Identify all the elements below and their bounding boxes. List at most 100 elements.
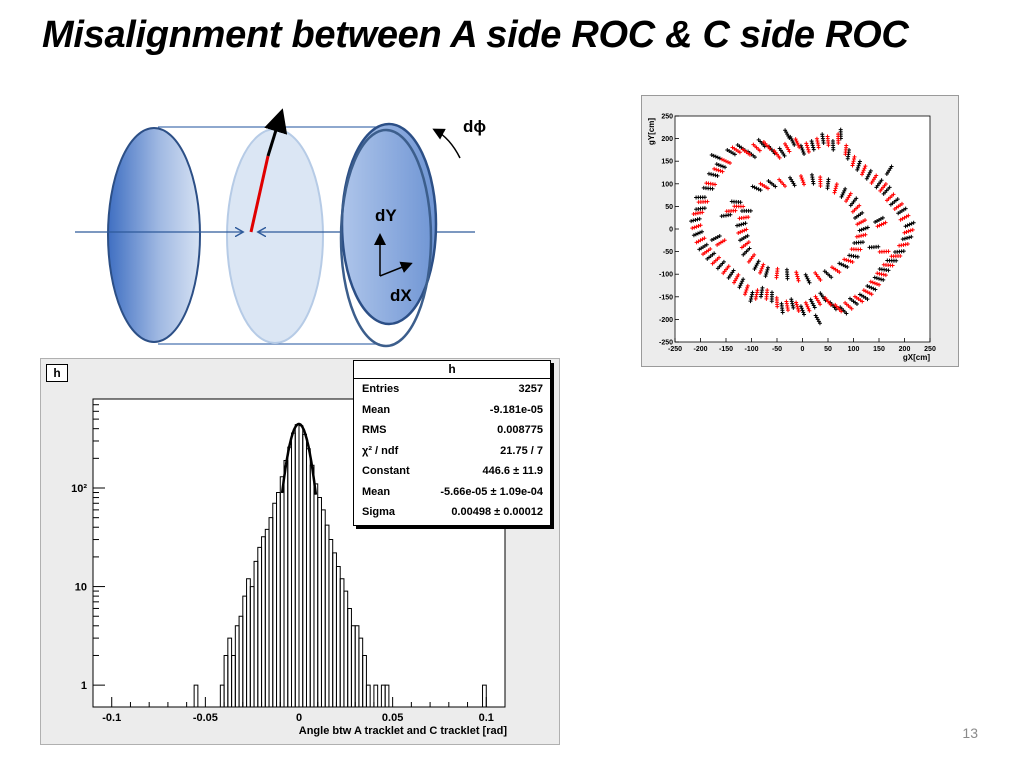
- scatter-point: [902, 236, 907, 241]
- scatter-point: [804, 143, 809, 148]
- scatter-point: [804, 141, 809, 146]
- scatter-point: [879, 277, 884, 282]
- scatter-point: [911, 220, 916, 225]
- y-tick-label: -250: [659, 340, 673, 347]
- scatter-point: [740, 229, 745, 234]
- scatter-point: [895, 197, 900, 202]
- scatter-point: [709, 152, 714, 157]
- scatter-point: [730, 145, 735, 150]
- x-tick-label: -200: [693, 346, 707, 353]
- scatter-point: [855, 254, 860, 259]
- scatter-point: [794, 300, 799, 305]
- scatter-point: [740, 147, 745, 152]
- scatter-point: [857, 203, 862, 208]
- scatter-point: [764, 272, 769, 277]
- scatter-point: [863, 218, 868, 223]
- stats-value: 3257: [518, 383, 543, 395]
- scatter-point: [881, 277, 886, 282]
- scatter-point: [788, 175, 793, 180]
- scatter-point: [709, 238, 714, 243]
- y-tick-label: 1: [81, 680, 87, 692]
- x-tick-label: 150: [873, 346, 885, 353]
- scatter-point: [817, 321, 822, 326]
- scatter-point: [870, 280, 875, 285]
- scatter-point: [860, 299, 865, 304]
- scatter-point: [739, 222, 744, 227]
- scatter-point: [726, 160, 731, 165]
- scatter-point: [705, 256, 710, 261]
- roc-misalignment-diagram: dϕ dY dX: [75, 108, 486, 348]
- scatter-point: [719, 214, 724, 219]
- scatter-point: [829, 275, 834, 280]
- scatter-point: [690, 226, 695, 231]
- y-tick-label: 50: [665, 204, 673, 211]
- scatter-point: [801, 149, 806, 154]
- scatter-point: [860, 240, 865, 245]
- stats-label: Mean: [362, 485, 391, 498]
- histogram-bin: [373, 684, 379, 707]
- scatter-point: [857, 159, 862, 164]
- scatter-point: [850, 163, 855, 168]
- scatter-point: [812, 305, 817, 310]
- x-tick-label: -50: [772, 346, 782, 353]
- scatter-point: [844, 257, 849, 262]
- scatter-point: [800, 308, 805, 313]
- scatter-point: [886, 268, 891, 273]
- scatter-point: [745, 285, 750, 290]
- scatter-point: [758, 181, 763, 186]
- scatter-point: [694, 224, 699, 229]
- scatter-point: [883, 220, 888, 225]
- scatter-point: [843, 186, 848, 191]
- scatter-point: [738, 283, 743, 288]
- scatter-point: [809, 139, 814, 144]
- scatter-point: [900, 237, 905, 242]
- scatter-point: [854, 302, 859, 307]
- scatter-point: [741, 221, 746, 226]
- scatter-point: [850, 259, 855, 264]
- middle-plane-ellipse: [226, 128, 324, 344]
- scatter-point: [737, 223, 742, 228]
- scatter-point: [698, 223, 703, 228]
- scatter-point: [775, 304, 780, 309]
- scatter-point: [777, 146, 782, 151]
- scatter-point: [837, 270, 842, 275]
- scatter-point: [867, 284, 872, 289]
- scatter-plot-panel: -250 -200 -150 -100 -50 0 50 100 150 200 250 -250 -2…: [641, 95, 959, 367]
- scatter-point: [820, 132, 825, 137]
- scatter-point: [704, 181, 709, 186]
- scatter-point: [838, 127, 843, 132]
- scatter-point: [869, 292, 874, 297]
- scatter-point: [694, 240, 699, 245]
- scatter-point: [890, 263, 895, 268]
- scatter-point: [903, 224, 908, 229]
- scatter-point: [691, 218, 696, 223]
- scatter-point: [798, 174, 803, 179]
- scatter-point: [862, 166, 867, 171]
- black-track-vector: [264, 108, 288, 157]
- scatter-point: [875, 224, 880, 229]
- scatter-point: [696, 224, 701, 229]
- dphi-label: dϕ: [463, 117, 486, 136]
- y-tick-label: -150: [659, 294, 673, 301]
- scatter-point: [748, 296, 753, 301]
- scatter-point: [840, 192, 845, 197]
- histogram-bin: [384, 684, 390, 707]
- scatter-point: [898, 253, 903, 258]
- x-tick-label: 0: [801, 346, 805, 353]
- stats-title: h: [354, 361, 550, 379]
- stats-label: Constant: [362, 465, 410, 477]
- y-tick-label: 150: [661, 159, 673, 166]
- scatter-point: [874, 173, 879, 178]
- dphi-rotation-arrow: [432, 128, 461, 159]
- scatter-point: [754, 186, 759, 191]
- scatter-point: [841, 263, 846, 268]
- scatter-point: [806, 306, 811, 311]
- scatter-point: [710, 261, 715, 266]
- scatter-point: [772, 148, 777, 153]
- scatter-point: [796, 308, 801, 313]
- x-axis-label: gX[cm]: [903, 353, 930, 362]
- scatter-point: [860, 170, 865, 175]
- scatter-point: [711, 153, 716, 158]
- scatter-point: [740, 279, 745, 284]
- scatter-point: [756, 137, 761, 142]
